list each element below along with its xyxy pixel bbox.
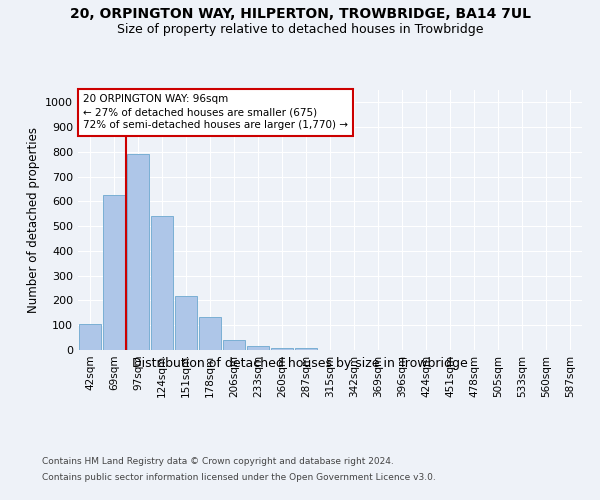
Bar: [103, 195, 125, 350]
Text: 20 ORPINGTON WAY: 96sqm
← 27% of detached houses are smaller (675)
72% of semi-d: 20 ORPINGTON WAY: 96sqm ← 27% of detache…: [83, 94, 348, 130]
Bar: [295, 348, 317, 350]
Text: Contains HM Land Registry data © Crown copyright and database right 2024.: Contains HM Land Registry data © Crown c…: [42, 458, 394, 466]
Bar: [247, 346, 269, 350]
Bar: [199, 316, 221, 350]
Bar: [151, 216, 173, 350]
Text: Distribution of detached houses by size in Trowbridge: Distribution of detached houses by size …: [132, 358, 468, 370]
Text: 20, ORPINGTON WAY, HILPERTON, TROWBRIDGE, BA14 7UL: 20, ORPINGTON WAY, HILPERTON, TROWBRIDGE…: [70, 8, 530, 22]
Bar: [79, 324, 101, 350]
Y-axis label: Number of detached properties: Number of detached properties: [26, 127, 40, 313]
Bar: [223, 340, 245, 350]
Bar: [271, 348, 293, 350]
Text: Size of property relative to detached houses in Trowbridge: Size of property relative to detached ho…: [117, 22, 483, 36]
Bar: [175, 296, 197, 350]
Bar: [127, 154, 149, 350]
Text: Contains public sector information licensed under the Open Government Licence v3: Contains public sector information licen…: [42, 472, 436, 482]
